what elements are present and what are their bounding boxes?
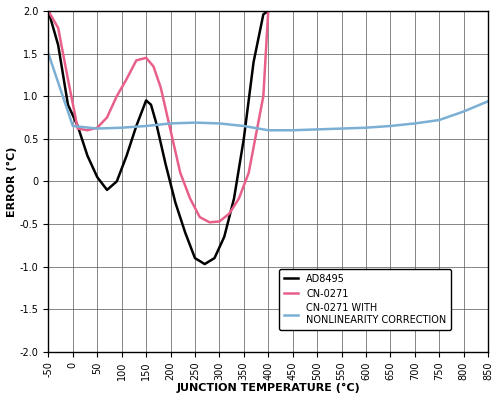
CN-0271 WITH
NONLINEARITY CORRECTION (241, 124, 247, 128)
AD8495 (212, 256, 218, 260)
CN-0271 (265, 8, 271, 13)
AD8495 (124, 154, 130, 158)
AD8495 (84, 154, 90, 158)
AD8495 (172, 200, 178, 205)
CN-0271 (65, 77, 71, 82)
CN-0271 (84, 128, 90, 133)
CN-0271 WITH
NONLINEARITY CORRECTION (94, 126, 100, 131)
CN-0271 WITH
NONLINEARITY CORRECTION (118, 125, 124, 130)
CN-0271 WITH
NONLINEARITY CORRECTION (290, 128, 296, 133)
CN-0271 WITH
NONLINEARITY CORRECTION (388, 124, 394, 128)
Line: CN-0271: CN-0271 (48, 11, 268, 222)
CN-0271 WITH
NONLINEARITY CORRECTION (216, 121, 222, 126)
AD8495 (250, 60, 256, 64)
CN-0271 (236, 196, 242, 201)
CN-0271 WITH
NONLINEARITY CORRECTION (338, 126, 344, 131)
AD8495 (94, 175, 100, 180)
CN-0271 (226, 211, 232, 216)
AD8495 (162, 162, 168, 167)
CN-0271 (55, 26, 61, 30)
AD8495 (192, 256, 198, 260)
CN-0271 WITH
NONLINEARITY CORRECTION (363, 125, 369, 130)
Y-axis label: ERROR (°C): ERROR (°C) (7, 146, 17, 216)
AD8495 (222, 234, 228, 239)
CN-0271 (158, 85, 164, 90)
AD8495 (260, 12, 266, 17)
CN-0271 WITH
NONLINEARITY CORRECTION (70, 124, 76, 128)
CN-0271 (74, 126, 80, 131)
CN-0271 (104, 115, 110, 120)
CN-0271 (246, 170, 252, 175)
AD8495 (241, 136, 247, 141)
CN-0271 WITH
NONLINEARITY CORRECTION (314, 127, 320, 132)
AD8495 (265, 8, 271, 13)
CN-0271 (150, 64, 156, 69)
AD8495 (143, 98, 149, 103)
Line: CN-0271 WITH
NONLINEARITY CORRECTION: CN-0271 WITH NONLINEARITY CORRECTION (48, 54, 488, 130)
CN-0271 WITH
NONLINEARITY CORRECTION (460, 109, 466, 114)
AD8495 (114, 179, 120, 184)
Legend: AD8495, CN-0271, CN-0271 WITH
NONLINEARITY CORRECTION: AD8495, CN-0271, CN-0271 WITH NONLINEARI… (279, 269, 451, 330)
CN-0271 (216, 219, 222, 224)
AD8495 (202, 262, 207, 266)
CN-0271 (187, 196, 193, 201)
AD8495 (182, 230, 188, 235)
CN-0271 WITH
NONLINEARITY CORRECTION (265, 128, 271, 133)
AD8495 (148, 102, 154, 107)
CN-0271 (206, 220, 212, 225)
AD8495 (55, 43, 61, 48)
CN-0271 (260, 94, 266, 98)
CN-0271 (143, 56, 149, 60)
CN-0271 (114, 94, 120, 98)
AD8495 (65, 102, 71, 107)
Line: AD8495: AD8495 (48, 11, 268, 264)
CN-0271 (94, 125, 100, 130)
AD8495 (134, 124, 140, 128)
CN-0271 WITH
NONLINEARITY CORRECTION (412, 121, 418, 126)
AD8495 (231, 196, 237, 201)
CN-0271 (46, 8, 52, 13)
AD8495 (104, 188, 110, 192)
CN-0271 WITH
NONLINEARITY CORRECTION (168, 121, 173, 126)
CN-0271 WITH
NONLINEARITY CORRECTION (485, 99, 491, 104)
AD8495 (74, 124, 80, 128)
CN-0271 WITH
NONLINEARITY CORRECTION (436, 118, 442, 122)
CN-0271 (197, 215, 203, 220)
CN-0271 (134, 58, 140, 63)
CN-0271 WITH
NONLINEARITY CORRECTION (192, 120, 198, 125)
X-axis label: JUNCTION TEMPERATURE (°C): JUNCTION TEMPERATURE (°C) (176, 383, 360, 393)
CN-0271 (124, 77, 130, 82)
AD8495 (46, 8, 52, 13)
CN-0271 WITH
NONLINEARITY CORRECTION (46, 51, 52, 56)
AD8495 (153, 119, 159, 124)
CN-0271 WITH
NONLINEARITY CORRECTION (143, 124, 149, 128)
CN-0271 (168, 128, 173, 133)
CN-0271 (178, 170, 184, 175)
